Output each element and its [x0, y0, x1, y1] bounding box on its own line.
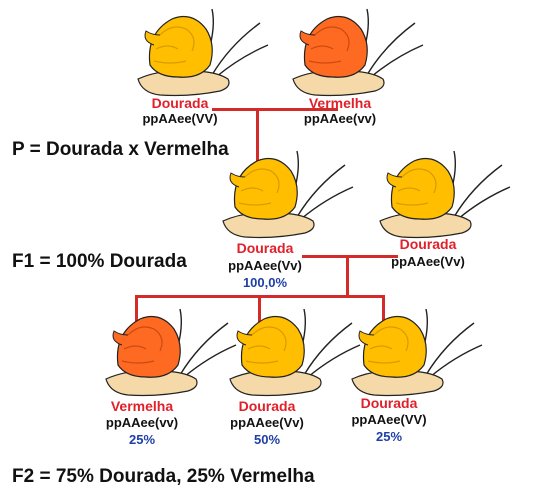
snail-spire: [144, 30, 161, 46]
f2-offspring-1-genotype: ppAAee(vv): [105, 415, 179, 430]
snail-spire: [236, 330, 253, 346]
parent-drop-line: [256, 108, 259, 166]
parent-cross-line: [212, 108, 338, 111]
f1-cross-line: [302, 255, 398, 258]
snail-f2-golden-right: [351, 308, 483, 397]
f1-left-percent: 100,0%: [242, 275, 288, 290]
snail-shell-whorls: [308, 26, 350, 64]
f1-left-name: Dourada: [236, 240, 294, 256]
snail-parent-golden: [137, 8, 269, 97]
generation-p-label: P = Dourada x Vermelha: [12, 139, 229, 160]
snail-shell: [148, 16, 213, 78]
snail-shell-whorls: [395, 168, 437, 206]
snail-shell: [233, 158, 298, 220]
snail-tentacles: [292, 150, 354, 220]
snail-shell-whorls: [153, 26, 195, 64]
snail-shell: [390, 158, 455, 220]
f2-branch-middle: [258, 295, 261, 330]
generation-f2-label: F2 = 75% Dourada, 25% Vermelha: [12, 466, 315, 487]
parent-left-genotype: ppAAee(VV): [142, 111, 218, 126]
f1-right-name: Dourada: [399, 236, 457, 252]
snail-f2-golden-middle: [229, 308, 361, 397]
snail-f2-red: [105, 308, 237, 397]
f2-offspring-3-name: Dourada: [360, 395, 418, 411]
snail-shell: [116, 316, 181, 378]
snail-parent-red: [292, 8, 424, 97]
generation-f1-label: F1 = 100% Dourada: [12, 251, 187, 272]
f1-left-genotype: ppAAee(Vv): [228, 258, 302, 273]
snail-shell: [362, 316, 427, 378]
f2-offspring-3-percent: 25%: [375, 429, 403, 444]
snail-shell-whorls: [245, 326, 287, 364]
parent-left-name: Dourada: [151, 95, 209, 111]
snail-shell-whorls: [367, 326, 409, 364]
f2-offspring-2-name: Dourada: [238, 398, 296, 414]
snail-shell-whorls: [238, 168, 280, 206]
snail-spire: [358, 330, 375, 346]
snail-f1-left: [222, 150, 354, 239]
parent-right-name: Vermelha: [308, 95, 372, 111]
snail-shell-whorls: [121, 326, 163, 364]
snail-spire: [229, 172, 246, 188]
snail-spire: [386, 172, 403, 188]
f2-offspring-3-genotype: ppAAee(VV): [351, 412, 427, 427]
snail-tentacles: [421, 308, 483, 378]
f2-offspring-2-percent: 50%: [253, 432, 281, 447]
snail-spire: [112, 330, 129, 346]
f2-offspring-2-genotype: ppAAee(Vv): [230, 415, 304, 430]
f2-offspring-1-name: Vermelha: [110, 398, 174, 414]
snail-tentacles: [207, 8, 269, 78]
snail-tentacles: [449, 150, 511, 220]
f2-offspring-1-percent: 25%: [128, 432, 156, 447]
f1-drop-line: [346, 255, 349, 296]
snail-shell: [240, 316, 305, 378]
snail-spire: [299, 30, 316, 46]
f2-branch-left: [135, 295, 138, 330]
f2-branch-right: [382, 295, 385, 330]
parent-right-genotype: ppAAee(vv): [303, 111, 377, 126]
snail-f1-right: [379, 150, 511, 239]
snail-shell: [303, 16, 368, 78]
f1-right-genotype: ppAAee(Vv): [391, 254, 465, 269]
snail-tentacles: [362, 8, 424, 78]
